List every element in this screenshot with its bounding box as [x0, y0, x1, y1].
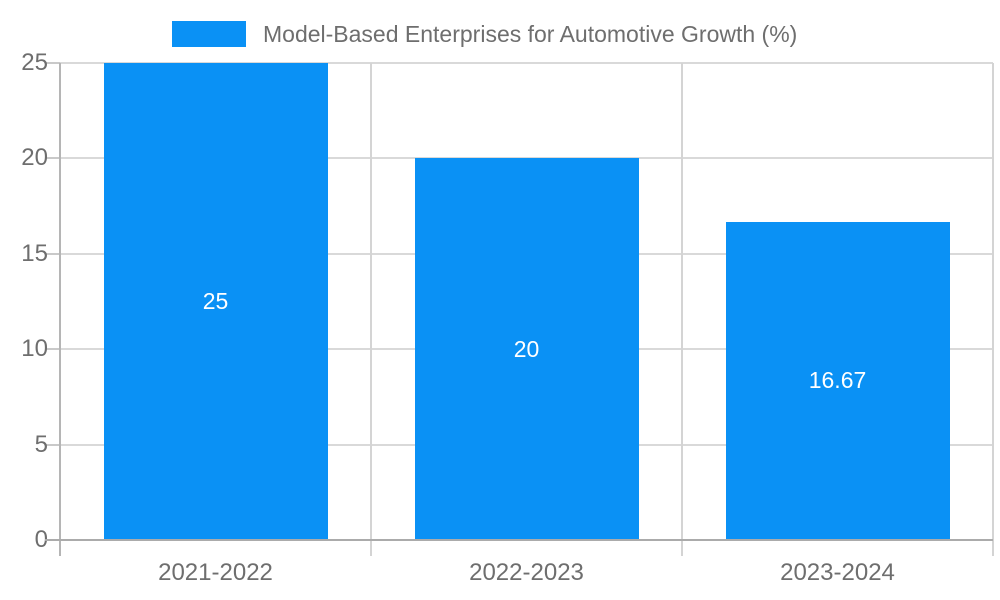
bar: 25 — [103, 63, 328, 540]
bar-value-label: 16.67 — [808, 367, 867, 394]
y-tick — [45, 348, 60, 351]
y-tick-label: 25 — [21, 49, 48, 76]
x-tick-label: 2021-2022 — [158, 559, 273, 586]
y-tick — [45, 252, 60, 255]
x-tick-label: 2022-2023 — [469, 559, 584, 586]
bar: 20 — [414, 158, 639, 540]
y-gridline — [60, 62, 993, 64]
y-tick-label: 15 — [21, 239, 48, 267]
y-tick — [45, 157, 60, 160]
y-tick-label: 0 — [34, 526, 48, 553]
bar: 16.67 — [725, 221, 950, 540]
y-tick-label: 5 — [34, 430, 48, 458]
bar-value-label: 20 — [513, 335, 540, 362]
category-gridline — [681, 63, 683, 556]
x-axis-line — [45, 539, 993, 541]
category-gridline — [370, 63, 372, 556]
legend-label: Model-Based Enterprises for Automotive G… — [263, 20, 798, 47]
y-tick-label: 10 — [21, 335, 48, 363]
y-tick — [45, 443, 60, 446]
y-tick-label: 20 — [21, 144, 48, 172]
legend-swatch — [172, 21, 246, 47]
chart-legend: Model-Based Enterprises for Automotive G… — [172, 19, 797, 49]
y-tick — [45, 62, 60, 64]
y-axis-line — [59, 63, 61, 556]
category-gridline — [992, 63, 994, 556]
plot-area: 0 5 10 15 20 25 25 2021-2022 20 2022-2023 16.67 202… — [21, 49, 994, 586]
x-tick-label: 2023-2024 — [780, 559, 895, 586]
bar-value-label: 25 — [202, 288, 229, 314]
